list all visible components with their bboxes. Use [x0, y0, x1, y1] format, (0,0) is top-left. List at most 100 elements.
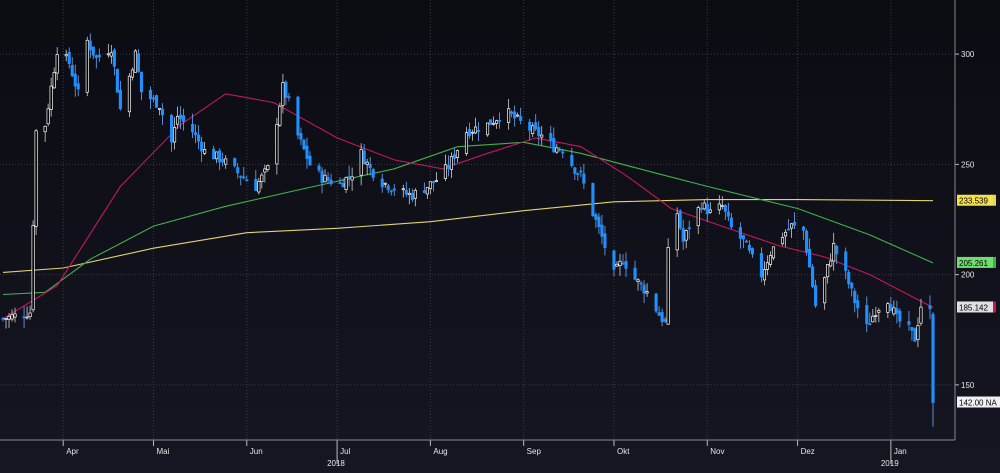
- candle-body: [534, 122, 538, 130]
- candle-body: [254, 178, 258, 191]
- candle-body: [519, 116, 523, 121]
- candle-body: [151, 97, 156, 100]
- candle-body: [148, 89, 153, 100]
- candle-body: [368, 164, 372, 169]
- y-tick-label: 150: [961, 381, 975, 390]
- candle-body: [916, 325, 920, 340]
- candle-body: [94, 55, 98, 58]
- candle-body: [31, 224, 35, 311]
- candle-body: [537, 127, 541, 137]
- candle-body: [4, 318, 8, 320]
- last-price-label-bg: [957, 396, 1000, 408]
- candle-body: [127, 75, 131, 113]
- candle-body: [281, 82, 285, 106]
- candle-body: [452, 154, 457, 159]
- x-tick-label: Dez: [801, 447, 815, 456]
- candle-body: [805, 230, 809, 253]
- candle-body: [835, 245, 839, 255]
- candle-body: [64, 54, 68, 57]
- ma-value-label-bg: [957, 194, 993, 206]
- last-price-label: 142.00 NA: [959, 399, 997, 408]
- candle-body: [308, 155, 312, 166]
- candle-body: [200, 141, 204, 152]
- candle-body: [476, 129, 481, 132]
- candle-body: [907, 321, 911, 325]
- candle-body: [789, 223, 794, 229]
- candle-body: [28, 312, 32, 318]
- moving-average-line: [2, 199, 934, 273]
- candle-body: [317, 165, 321, 171]
- candle-body: [434, 180, 438, 182]
- candle-body: [832, 242, 836, 262]
- candle-body: [642, 284, 646, 294]
- candle-body: [473, 126, 478, 134]
- ma-value-label-swatch: [993, 194, 996, 206]
- candle-body: [531, 125, 535, 134]
- candle-body: [895, 308, 899, 314]
- candle-body: [287, 96, 291, 98]
- candle-body: [260, 174, 264, 182]
- candle-body: [528, 121, 532, 131]
- candle-body: [115, 69, 119, 93]
- candle-body: [25, 316, 29, 319]
- candle-body: [639, 282, 643, 285]
- candle-body: [771, 246, 776, 259]
- candle-body: [762, 269, 767, 281]
- candle-body: [443, 164, 447, 179]
- candle-body: [389, 190, 393, 193]
- candle-body: [705, 203, 709, 215]
- candle-body: [681, 228, 685, 242]
- candle-body: [853, 290, 857, 304]
- candle-body: [657, 312, 661, 316]
- year-label: 2019: [881, 459, 899, 468]
- candle-body: [498, 119, 502, 122]
- candle-body: [383, 182, 387, 185]
- ma-value-label-bg: [957, 256, 993, 268]
- candle-body: [811, 266, 815, 287]
- candle-body: [618, 260, 622, 267]
- x-tick-label: Sep: [527, 447, 542, 456]
- candle-body: [919, 306, 923, 324]
- candle-body: [341, 182, 345, 188]
- candle-body: [492, 122, 496, 125]
- candle-body: [594, 214, 598, 220]
- candle-body: [678, 210, 682, 229]
- x-tick-label: Jul: [340, 447, 350, 456]
- candle-body: [320, 170, 324, 183]
- candle-body: [826, 264, 830, 278]
- candle-body: [305, 145, 309, 159]
- candle-body: [278, 105, 282, 126]
- candle-body: [759, 253, 763, 278]
- candle-body: [218, 150, 222, 163]
- candle-body: [507, 108, 511, 123]
- candle-body: [621, 262, 625, 265]
- candle-body: [7, 315, 11, 320]
- candle-body: [109, 52, 113, 57]
- candle-body: [380, 178, 384, 188]
- candle-body: [741, 235, 745, 240]
- candle-body: [495, 120, 499, 124]
- candle-body: [928, 305, 932, 310]
- candle-body: [467, 129, 472, 137]
- candle-body: [871, 315, 875, 323]
- candle-body: [470, 131, 475, 134]
- ma-value-label-bg: [957, 301, 993, 313]
- candle-body: [814, 285, 818, 307]
- candle-body: [636, 279, 640, 282]
- candle-body: [768, 255, 773, 265]
- ma-value-label: 233.539: [959, 197, 988, 206]
- x-tick-label: Nov: [710, 447, 724, 456]
- ma-value-label: 205.261: [959, 259, 988, 268]
- candle-body: [576, 173, 580, 175]
- candle-body: [570, 155, 574, 166]
- candle-body: [130, 69, 134, 78]
- candle-body: [913, 328, 917, 342]
- candle-body: [203, 149, 207, 154]
- candle-body: [823, 277, 827, 304]
- candle-body: [696, 207, 700, 227]
- candle-body: [257, 181, 261, 193]
- candle-body: [486, 122, 490, 136]
- candle-body: [449, 156, 453, 170]
- candle-body: [386, 185, 390, 191]
- y-tick-label: 200: [961, 271, 975, 280]
